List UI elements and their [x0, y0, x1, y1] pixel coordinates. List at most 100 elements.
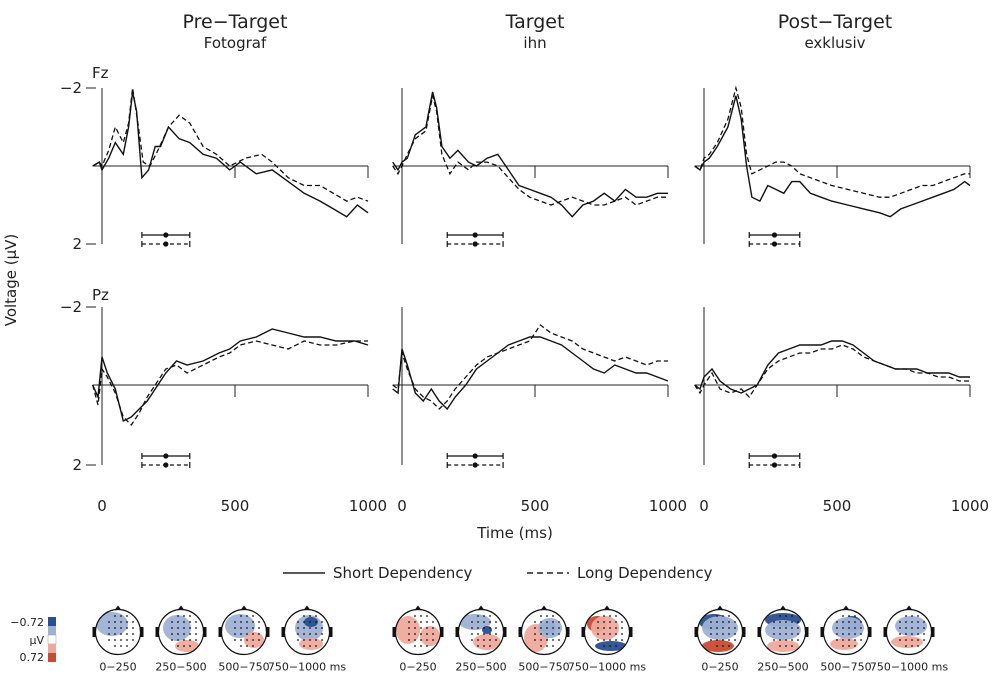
ear-mark [392, 627, 396, 637]
electrode-dot [540, 621, 542, 623]
electrode-dot [785, 615, 787, 617]
electrode-dot [414, 627, 416, 629]
window-long-midpoint [163, 241, 169, 247]
nose-mark [843, 605, 849, 610]
electrode-dot [791, 621, 793, 623]
electrode-dot [534, 621, 536, 623]
electrode-dot [171, 621, 173, 623]
electrode-dot [836, 633, 838, 635]
ear-mark [140, 627, 144, 637]
electrode-dot [905, 621, 907, 623]
electrode-dot [420, 627, 422, 629]
electrode-dot [477, 615, 479, 617]
scalp-time-window-label: 500−750 [820, 661, 871, 674]
scalp-region [244, 632, 264, 648]
electrode-dot [615, 633, 617, 635]
electrode-dot [408, 633, 410, 635]
electrode-dot [189, 639, 191, 641]
electrode-dot [432, 627, 434, 629]
scalp-region [767, 640, 799, 652]
electrode-dot [558, 639, 560, 641]
electrode-dot [120, 633, 122, 635]
electrode-dot [483, 633, 485, 635]
electrode-dot [728, 615, 730, 617]
electrode-dot [414, 633, 416, 635]
nose-mark [604, 605, 610, 610]
electrode-dot [240, 627, 242, 629]
electrode-dot [848, 645, 850, 647]
electrode-dot [234, 633, 236, 635]
electrode-dot [126, 639, 128, 641]
series-short-dependency [92, 328, 369, 423]
electrode-dot [734, 633, 736, 635]
panel-title-post-target: Post−Target [778, 11, 892, 33]
scalp-region [482, 626, 492, 634]
electrode-dot [791, 633, 793, 635]
series-short-dependency [392, 336, 669, 411]
electrode-dot [911, 633, 913, 635]
electrode-dot [797, 633, 799, 635]
x-tick-label: 500 [221, 497, 250, 515]
electrode-dot [854, 615, 856, 617]
electrode-dot [911, 621, 913, 623]
electrode-dot [734, 639, 736, 641]
electrode-dot [854, 645, 856, 647]
scalp-time-window-label: 0−250 [99, 661, 136, 674]
electrode-dot [899, 633, 901, 635]
electrode-dot [297, 627, 299, 629]
electrode-dot [177, 633, 179, 635]
electrode-dot [315, 639, 317, 641]
electrode-dot [408, 627, 410, 629]
scalp-region [832, 617, 864, 639]
electrode-dot [779, 639, 781, 641]
electrode-dot [183, 633, 185, 635]
series-long-dependency [92, 87, 369, 202]
electrode-dot [426, 615, 428, 617]
electrode-dot [309, 621, 311, 623]
electrode-dot [540, 639, 542, 641]
electrode-dot [171, 633, 173, 635]
series-long-dependency [392, 324, 668, 410]
electrode-dot [854, 633, 856, 635]
legend-long-label: Long Dependency [577, 564, 713, 582]
scalp-map: 750−1000 ms [870, 605, 948, 674]
scalp-map: 0−250 [92, 605, 144, 674]
electrode-dot [917, 645, 919, 647]
electrode-dot [621, 621, 623, 623]
scalp-map: 750−1000 ms [568, 605, 646, 674]
electrode-dot [917, 639, 919, 641]
electrode-dot [114, 615, 116, 617]
electrode-dot [848, 633, 850, 635]
electrode-dot [195, 633, 197, 635]
electrode-dot [923, 639, 925, 641]
electrode-dot [716, 615, 718, 617]
panel-title-pre-target: Pre−Target [183, 11, 288, 33]
electrode-dot [315, 645, 317, 647]
electrode-dot [728, 633, 730, 635]
ear-mark [931, 627, 935, 637]
electrode-dot [120, 639, 122, 641]
window-short-midpoint [163, 453, 169, 459]
x-tick-label: 1000 [951, 497, 989, 515]
scalp-map: 0−250 [694, 605, 746, 674]
electrode-dot [836, 621, 838, 623]
electrode-dot [860, 627, 862, 629]
scalp-map: 500−750 [218, 605, 270, 674]
x-tick-label: 500 [521, 497, 550, 515]
electrode-dot [923, 627, 925, 629]
electrode-dot [414, 615, 416, 617]
electrode-dot [911, 615, 913, 617]
electrode-dot [552, 633, 554, 635]
ear-mark [566, 627, 570, 637]
electrode-dot [716, 639, 718, 641]
electrode-dot [315, 627, 317, 629]
ear-mark [455, 627, 459, 637]
electrode-dot [489, 633, 491, 635]
electrode-dot [426, 639, 428, 641]
electrode-dot [848, 621, 850, 623]
electrode-dot [860, 621, 862, 623]
electrode-dot [597, 639, 599, 641]
electrode-dot [615, 615, 617, 617]
electrode-dot [432, 639, 434, 641]
